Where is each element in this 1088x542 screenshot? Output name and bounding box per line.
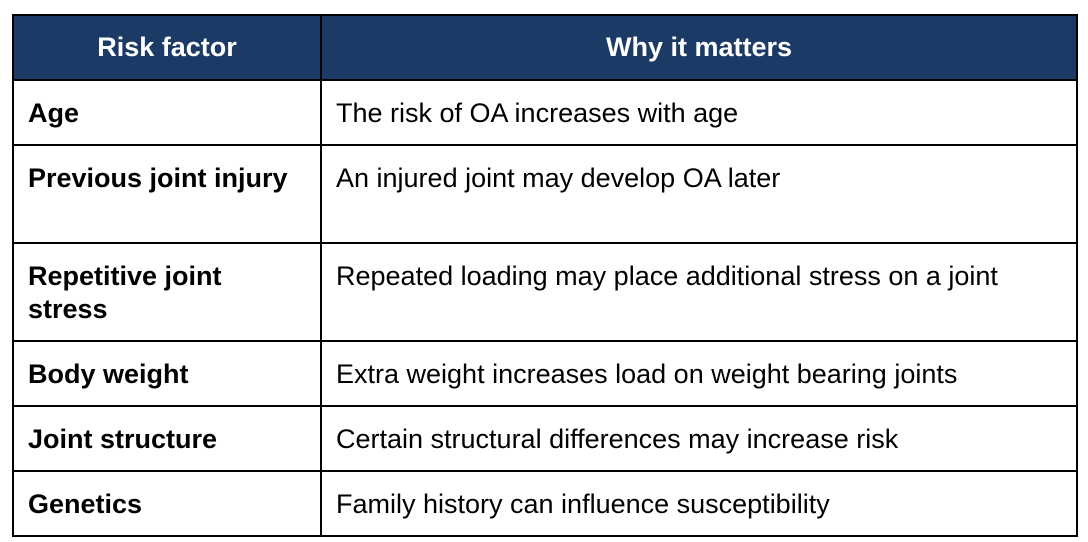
table-header-row: Risk factor Why it matters	[12, 14, 1078, 81]
risk-factor-cell: Body weight	[12, 340, 322, 407]
risk-factor-cell: Age	[12, 79, 322, 146]
why-it-matters-cell: Family history can influence susceptibil…	[320, 470, 1078, 537]
header-risk-factor: Risk factor	[12, 14, 322, 81]
table-row: Previous joint injury An injured joint m…	[12, 144, 1078, 244]
why-it-matters-cell: An injured joint may develop OA later	[320, 144, 1078, 244]
table-row: Body weight Extra weight increases load …	[12, 340, 1078, 407]
table-row: Age The risk of OA increases with age	[12, 79, 1078, 146]
risk-factor-cell: Repetitive joint stress	[12, 242, 322, 342]
why-it-matters-cell: Extra weight increases load on weight be…	[320, 340, 1078, 407]
risk-factor-cell: Previous joint injury	[12, 144, 322, 244]
why-it-matters-cell: The risk of OA increases with age	[320, 79, 1078, 146]
table-row: Repetitive joint stress Repeated loading…	[12, 242, 1078, 342]
risk-factor-cell: Genetics	[12, 470, 322, 537]
risk-factor-cell: Joint structure	[12, 405, 322, 472]
risk-factor-table: Risk factor Why it matters Age The risk …	[12, 14, 1078, 537]
table-row: Joint structure Certain structural diffe…	[12, 405, 1078, 472]
why-it-matters-cell: Certain structural differences may incre…	[320, 405, 1078, 472]
why-it-matters-cell: Repeated loading may place additional st…	[320, 242, 1078, 342]
header-why-it-matters: Why it matters	[320, 14, 1078, 81]
table-row: Genetics Family history can influence su…	[12, 470, 1078, 537]
